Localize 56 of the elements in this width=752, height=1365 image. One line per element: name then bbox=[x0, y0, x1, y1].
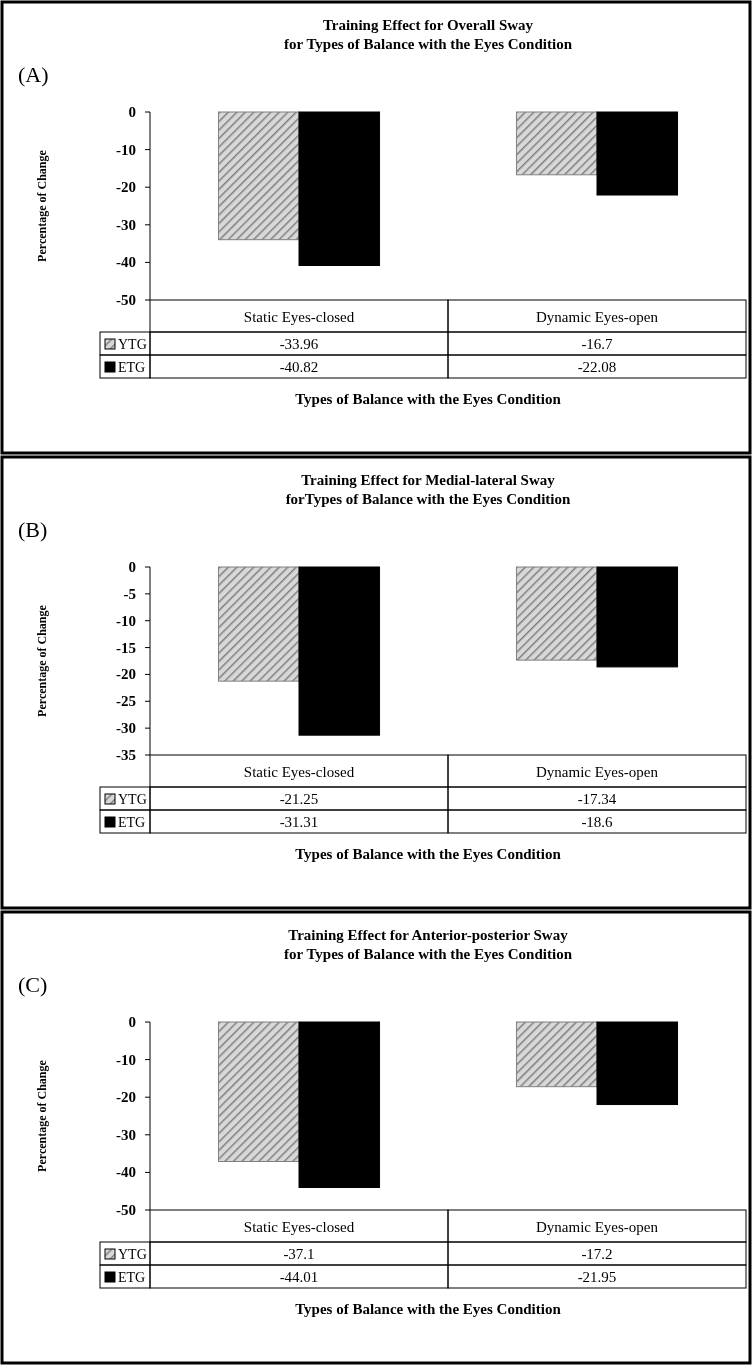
text: (C) bbox=[18, 972, 48, 997]
legend-label: ETG bbox=[118, 1270, 146, 1285]
data-label: -44.01 bbox=[279, 1269, 319, 1285]
legend-label: YTG bbox=[118, 792, 147, 807]
y-axis-title: Percentage of Change bbox=[35, 604, 49, 717]
legend-label: ETG bbox=[118, 360, 146, 375]
data-label: -21.95 bbox=[577, 1269, 617, 1285]
x-tick-label: Dynamic Eyes-open bbox=[535, 309, 659, 325]
y-tick-label: -30 bbox=[116, 720, 136, 737]
data-label: -16.7 bbox=[581, 336, 614, 352]
x-axis-title: Types of Balance with the Eyes Condition bbox=[295, 1301, 562, 1317]
text: (A) bbox=[18, 62, 49, 87]
chart-title: Training Effect for Overall Sway for Types of Balance with the Eyes Condition bbox=[284, 17, 573, 52]
y-tick-label: -50 bbox=[116, 1202, 136, 1218]
y-tick-label: -30 bbox=[116, 216, 136, 233]
y-tick-label: -20 bbox=[116, 1089, 136, 1106]
y-tick-label: -15 bbox=[116, 639, 136, 656]
data-label: -33.96 bbox=[279, 336, 319, 352]
y-tick-label: -35 bbox=[116, 747, 136, 763]
y-axis-title: Percentage of Change bbox=[35, 149, 49, 262]
legend-label: YTG bbox=[118, 337, 147, 352]
y-tick-label: 0 bbox=[128, 1014, 136, 1030]
x-axis-title: Types of Balance with the Eyes Condition bbox=[295, 846, 562, 862]
y-tick-label: -20 bbox=[116, 666, 136, 683]
data-label: -21.25 bbox=[279, 791, 319, 807]
data-label: -37.1 bbox=[283, 1246, 315, 1262]
y-tick-label: 0 bbox=[128, 104, 136, 120]
x-axis-title: Types of Balance with the Eyes Condition bbox=[295, 391, 562, 407]
y-tick-label: -5 bbox=[123, 585, 136, 602]
y-tick-label: -30 bbox=[116, 1126, 136, 1143]
x-tick-label: Dynamic Eyes-open bbox=[535, 1219, 659, 1235]
y-tick-label: -40 bbox=[116, 1164, 136, 1181]
y-tick-label: -10 bbox=[116, 141, 136, 158]
y-tick-label: -20 bbox=[116, 179, 136, 196]
x-tick-label: Static Eyes-closed bbox=[243, 1219, 355, 1235]
y-tick-label: -10 bbox=[116, 612, 136, 629]
y-tick-label: -10 bbox=[116, 1051, 136, 1068]
y-axis-title: Percentage of Change bbox=[35, 1059, 49, 1172]
y-tick-label: -40 bbox=[116, 254, 136, 271]
data-label: -31.31 bbox=[279, 814, 319, 830]
data-label: -17.34 bbox=[577, 791, 617, 807]
y-tick-label: -25 bbox=[116, 693, 136, 710]
x-tick-label: Static Eyes-closed bbox=[243, 764, 355, 780]
chart-title: Training Effect for Anterior-posterior Sway for Types of Balance with the Eyes Condition bbox=[284, 927, 573, 962]
text: (B) bbox=[18, 517, 48, 542]
legend-label: ETG bbox=[118, 815, 146, 830]
x-tick-label: Static Eyes-closed bbox=[243, 309, 355, 325]
legend-label: YTG bbox=[118, 1247, 147, 1262]
data-label: -17.2 bbox=[581, 1246, 613, 1262]
data-label: -40.82 bbox=[279, 359, 319, 375]
data-label: -18.6 bbox=[581, 814, 614, 830]
y-tick-label: 0 bbox=[128, 559, 136, 575]
x-tick-label: Dynamic Eyes-open bbox=[535, 764, 659, 780]
y-tick-label: -50 bbox=[116, 292, 136, 308]
data-label: -22.08 bbox=[577, 359, 617, 375]
chart-title: Training Effect for Medial-lateral Sway forTypes of Balance with the Eyes Condition bbox=[285, 472, 572, 507]
